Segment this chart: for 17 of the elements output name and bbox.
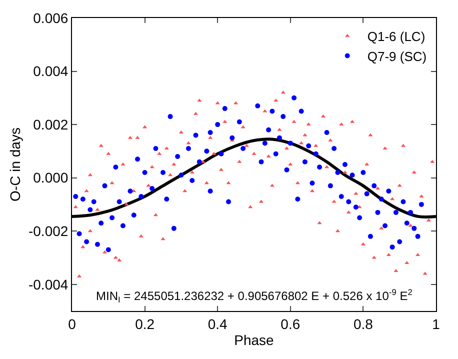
x-tick-label: 1 xyxy=(432,316,440,332)
y-tick-label: 0.006 xyxy=(33,10,68,26)
y-tick-label: -0.002 xyxy=(28,222,68,239)
x-axis-title: Phase xyxy=(234,332,274,348)
y-tick-label: 0.004 xyxy=(33,63,68,80)
x-tick-label: 0.6 xyxy=(280,316,300,332)
x-tick-label: 0 xyxy=(68,316,76,332)
x-tick-label: 0.2 xyxy=(135,316,155,332)
y-tick-label: 0.000 xyxy=(33,170,68,186)
legend-label: Q7-9 (SC) xyxy=(367,48,427,64)
y-axis-title: O-C in days xyxy=(7,128,24,202)
x-tick-label: 0.4 xyxy=(208,316,228,332)
y-tick-label: 0.002 xyxy=(33,116,68,132)
legend-label: Q1-6 (LC) xyxy=(367,28,426,44)
y-tick-label: -0.004 xyxy=(28,276,68,292)
x-tick-label: 0.8 xyxy=(353,316,374,332)
annotation: MIN$_{I}$ = 2455051.236232 + 0.905676802 E + 0.526 x 10$^{-9}$ E$^{2}$ xyxy=(96,287,413,305)
